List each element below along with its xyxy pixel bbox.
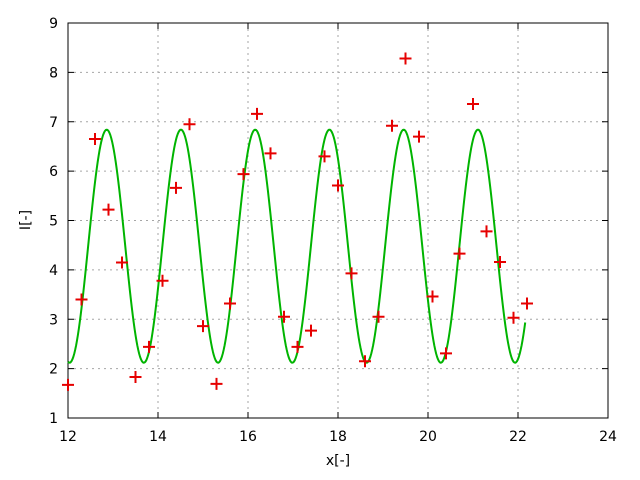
- y-tick-label: 7: [49, 115, 58, 131]
- y-axis-label: I[-]: [18, 210, 34, 230]
- data-point-marker: [129, 371, 142, 384]
- data-point-marker: [75, 293, 88, 306]
- y-tick-label: 2: [49, 362, 58, 378]
- data-point-marker: [224, 297, 236, 310]
- data-point-marker: [426, 290, 439, 303]
- grid: [68, 23, 608, 418]
- y-tick-label: 1: [49, 411, 58, 427]
- fitted-sine-curve-series: [67, 128, 527, 364]
- data-point-marker: [291, 340, 304, 353]
- x-tick-label: 14: [149, 429, 167, 445]
- x-axis-label: x[-]: [326, 453, 350, 469]
- x-tick-label: 22: [509, 429, 527, 445]
- y-tick-label: 4: [49, 263, 58, 279]
- data-point-marker: [116, 256, 128, 269]
- data-point-marker: [345, 267, 358, 280]
- data-point-marker: [278, 310, 290, 323]
- y-tick-label: 3: [49, 312, 58, 328]
- data-point-marker: [413, 130, 425, 143]
- data-point-marker: [332, 179, 344, 192]
- data-point-marker: [197, 320, 209, 333]
- data-point-marker: [62, 378, 74, 391]
- axes: [67, 22, 609, 419]
- data-point-marker: [156, 274, 169, 287]
- y-tick-label: 5: [49, 214, 58, 230]
- x-tick-label: 12: [59, 429, 77, 445]
- y-tick-label: 6: [49, 164, 58, 180]
- data-point-marker: [143, 340, 155, 353]
- x-tick-label: 16: [239, 429, 257, 445]
- data-point-marker: [210, 377, 223, 390]
- x-tick-label: 24: [599, 429, 617, 445]
- data-point-marker: [467, 97, 479, 110]
- data-point-marker: [521, 297, 533, 310]
- y-tick-label: 9: [49, 16, 58, 32]
- x-tick-label: 20: [419, 429, 437, 445]
- data-point-marker: [386, 119, 398, 132]
- data-point-marker: [399, 52, 412, 65]
- y-tick-label: 8: [49, 65, 58, 81]
- data-point-marker: [359, 355, 371, 368]
- data-point-marker: [170, 181, 182, 194]
- data-point-marker: [318, 150, 331, 163]
- x-tick-label: 18: [329, 429, 347, 445]
- data-point-marker: [305, 324, 317, 337]
- data-point-marker: [264, 147, 277, 160]
- data-point-marker: [102, 203, 115, 216]
- data-point-marker: [372, 310, 385, 323]
- measured-points-series: [62, 52, 533, 391]
- data-point-marker: [494, 255, 506, 268]
- data-point-marker: [453, 247, 466, 260]
- data-point-marker: [237, 168, 250, 181]
- data-point-marker: [507, 311, 520, 324]
- data-point-marker: [89, 133, 101, 146]
- fitted-sine-curve: [67, 128, 527, 364]
- data-point-marker: [440, 347, 452, 360]
- data-point-marker: [251, 107, 263, 120]
- data-point-marker: [183, 118, 196, 131]
- data-point-marker: [480, 225, 493, 238]
